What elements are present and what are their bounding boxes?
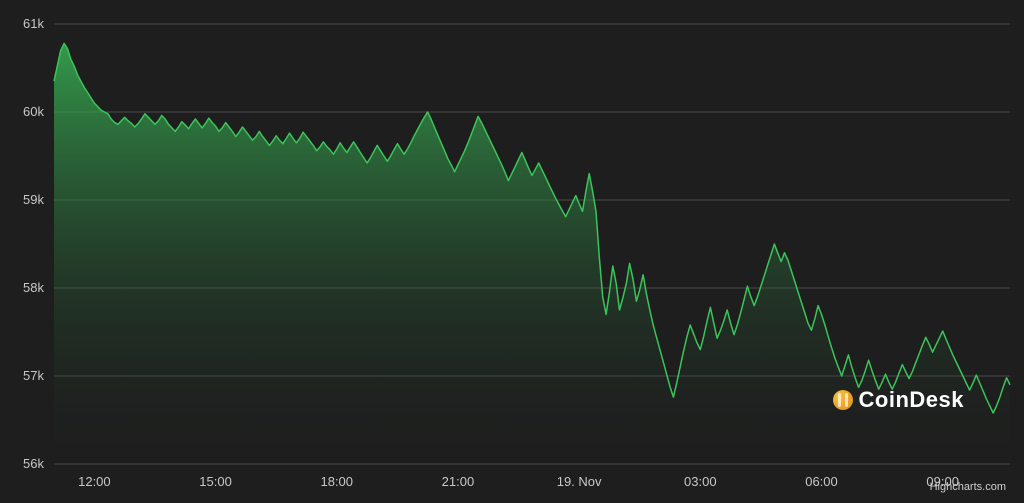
svg-text:21:00: 21:00: [442, 474, 475, 489]
chart-svg[interactable]: 56k 57k 58k 59k 60k 61k 12:00 15:00 18:00 21:00 19…: [0, 0, 1024, 503]
svg-text:03:00: 03:00: [684, 474, 717, 489]
svg-text:12:00: 12:00: [78, 474, 111, 489]
svg-text:59k: 59k: [23, 192, 44, 207]
svg-text:19. Nov: 19. Nov: [557, 474, 602, 489]
svg-text:15:00: 15:00: [199, 474, 232, 489]
svg-text:06:00: 06:00: [805, 474, 838, 489]
svg-text:56k: 56k: [23, 456, 44, 471]
svg-text:61k: 61k: [23, 16, 44, 31]
svg-text:18:00: 18:00: [320, 474, 353, 489]
highcharts-credit[interactable]: Highcharts.com: [930, 481, 1006, 493]
price-chart: 56k 57k 58k 59k 60k 61k 12:00 15:00 18:00 21:00 19…: [0, 0, 1024, 503]
svg-text:57k: 57k: [23, 368, 44, 383]
svg-text:60k: 60k: [23, 104, 44, 119]
svg-text:58k: 58k: [23, 280, 44, 295]
